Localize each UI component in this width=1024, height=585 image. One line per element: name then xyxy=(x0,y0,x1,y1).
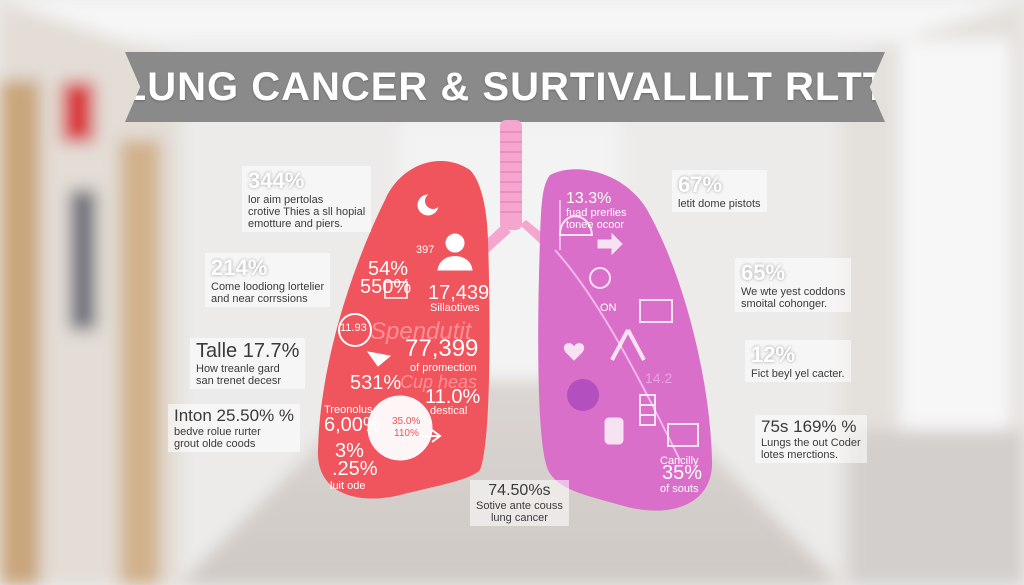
left-lung-stat-j: .25% xyxy=(332,458,378,480)
ribbon-icon xyxy=(610,329,646,361)
bottle-icon xyxy=(604,417,624,445)
bottom-callout: 74.50%s Sotive ante couss lung cancer xyxy=(470,480,569,526)
right-callout-4: 75s 169% % Lungs the out Coder lotes mer… xyxy=(755,415,867,463)
document-icon xyxy=(384,281,408,299)
left-lung-stat-e: 531% xyxy=(350,372,402,394)
pill-icon xyxy=(338,313,372,347)
callout-value: Inton 25.50% % xyxy=(174,406,295,425)
person-icon xyxy=(437,233,473,271)
left-lung-stat-g-sub: Treonolus xyxy=(324,404,373,416)
title-banner: LUNG CANCER & SURTIVALLILT RLTT xyxy=(125,52,885,122)
right-lung-stat-d-sub: of souts xyxy=(660,483,699,495)
left-lung-stat-b: 550% xyxy=(360,276,412,298)
right-callout-1: 67% letit dome pistots xyxy=(672,170,767,212)
right-lung-stat-d: 35% xyxy=(662,462,703,484)
callout-value: 12% xyxy=(751,342,796,367)
callout-value: 344% xyxy=(248,168,305,193)
left-callout-1: 344% lor aim pertolas crotive Thies a sl… xyxy=(242,166,372,232)
left-lung-stat-j-sub: luit ode xyxy=(330,480,366,492)
left-callout-4: Inton 25.50% % bedve rolue rurter grout … xyxy=(168,404,301,452)
right-callout-3: 12% Fict beyl yel cacter. xyxy=(745,340,851,382)
page-title: LUNG CANCER & SURTIVALLILT RLTT xyxy=(121,64,889,109)
stomach-icon xyxy=(567,379,599,411)
left-lung-stat-f: 11.0% xyxy=(425,386,481,408)
left-lung-stat-i: 3% xyxy=(335,440,364,462)
blob-icon xyxy=(367,395,433,461)
right-arrow-icon xyxy=(597,232,623,256)
right-lung-stat-c: 14.2 xyxy=(645,370,673,386)
left-lung-stat-k: 397 xyxy=(416,244,435,256)
callout-value: 74.50%s xyxy=(488,482,551,499)
left-lung-stat-d: 77,399 xyxy=(405,335,479,362)
callout-value: 67% xyxy=(678,172,723,197)
left-lung-stat-h2: 110% xyxy=(394,428,419,439)
callout-value: Talle 17.7% xyxy=(196,340,300,362)
right-lung-stat-d-label: Cancilly xyxy=(660,455,699,467)
callout-value: 65% xyxy=(741,260,786,285)
left-lung-faded-sub: Cup heas xyxy=(400,372,478,392)
right-lung-stat-a: 13.3% xyxy=(566,190,612,207)
callout-value: 214% xyxy=(211,255,268,280)
ladder-icon xyxy=(639,394,656,426)
right-lung-stat-a-line2: tonee ocoor xyxy=(566,219,625,231)
callout-value: 75s 169% % xyxy=(761,417,857,436)
left-lung-faded-heading: Spendutit xyxy=(370,318,472,345)
right-callout-2: 65% We wte yest coddons smoital cohonger… xyxy=(735,258,852,312)
graph-icon xyxy=(667,423,699,447)
right-lung-stat-a-line1: fuad prerlies xyxy=(566,207,627,219)
left-lung-stat-c-sub: Sillaotives xyxy=(430,302,480,314)
right-lung-stat-b: ON xyxy=(600,302,617,314)
chart-icon xyxy=(639,299,673,323)
bird-icon xyxy=(366,351,392,367)
left-callout-3: Talle 17.7% How treanle gard san trenet … xyxy=(190,338,306,389)
lantern-icon xyxy=(558,215,594,236)
left-lung-stat-h: 35.0% xyxy=(392,416,421,427)
left-lung-stat-c: 17,439 xyxy=(428,282,490,304)
left-callout-2: 214% Come loodiong lortelier and near co… xyxy=(205,253,331,307)
left-lung-stat-a: 54% xyxy=(368,258,409,280)
heart-icon xyxy=(563,343,585,361)
left-lung-stat-f-sub: destical xyxy=(430,405,468,417)
left-lung-stat-l: 11.93 xyxy=(340,322,367,334)
left-lung-stat-d-sub: of promection xyxy=(410,362,477,374)
cog-icon xyxy=(589,267,611,289)
left-lung-stat-g: 6,00% xyxy=(324,414,381,436)
